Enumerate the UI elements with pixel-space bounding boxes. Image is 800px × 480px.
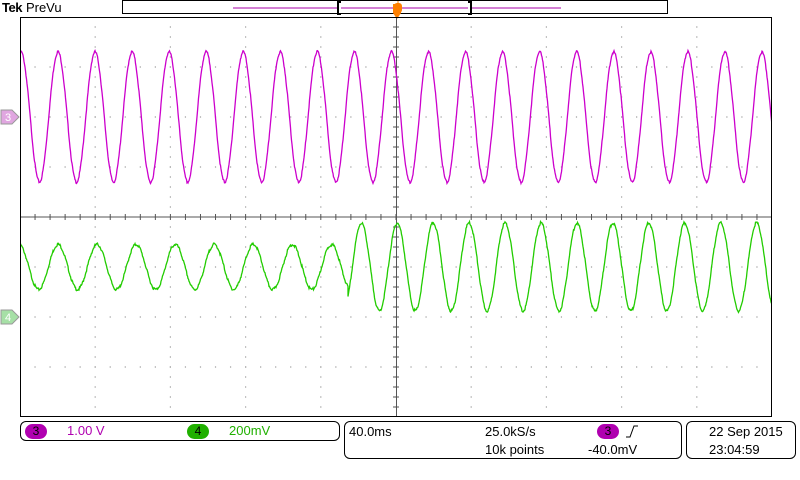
time-readout: 23:04:59 [709,442,760,457]
waveform-display[interactable] [19,16,773,418]
sample-rate-readout: 25.0kS/s [485,424,536,439]
brand-header: Tek PreVu [2,0,62,16]
view-window-left-bracket [337,1,341,15]
ch4-marker-label: 4 [5,312,11,324]
ch4-ground-marker[interactable]: 4 [0,309,20,325]
timebase-readout[interactable]: 40.0ms [349,424,392,439]
ch3-ground-marker[interactable]: 3 [0,109,20,125]
channel-scale-panel: 3 1.00 V 4 200mV [20,421,340,441]
waveform-graticule [19,16,773,418]
trigger-source-badge[interactable]: 3 [597,424,619,439]
rising-edge-icon [626,425,638,438]
date-readout: 22 Sep 2015 [709,424,783,439]
trigger-level-readout[interactable]: -40.0mV [588,442,638,457]
ch3-marker-label: 3 [5,112,11,124]
trigger-position-marker-icon[interactable] [390,3,404,23]
horizontal-trigger-panel: 40.0ms 25.0kS/s 10k points 3 -40.0mV [344,421,682,459]
ch4-scale[interactable]: 200mV [229,423,271,438]
screen-border [20,17,772,417]
brand-logo: Tek [2,0,22,15]
ch4-badge[interactable]: 4 [187,424,209,439]
ch3-badge[interactable]: 3 [25,424,47,439]
record-length-readout[interactable]: 10k points [485,442,545,457]
view-window-right-bracket [468,1,472,15]
datetime-panel: 22 Sep 2015 23:04:59 [686,421,796,459]
ch3-scale[interactable]: 1.00 V [67,423,105,438]
graticule-grid [19,16,773,418]
ch3-waveform [19,48,773,186]
acquisition-status: PreVu [25,0,62,15]
ch4-waveform [19,219,773,314]
